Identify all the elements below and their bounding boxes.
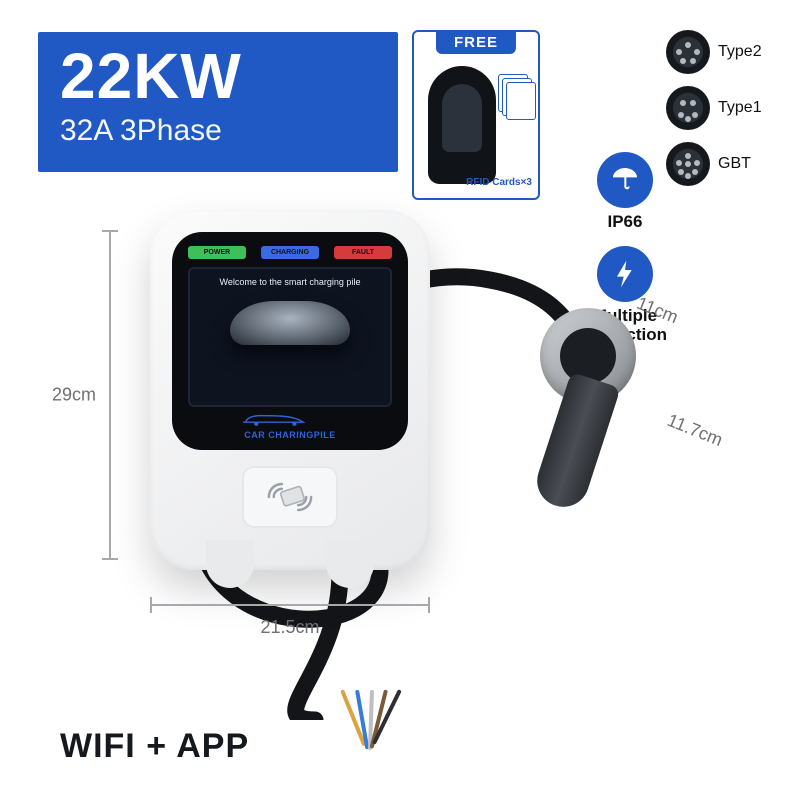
car-silhouette	[230, 301, 350, 345]
ip-rating: IP66	[565, 152, 685, 232]
type1-plug-icon	[666, 86, 710, 130]
led-charging: CHARGING	[261, 246, 319, 259]
umbrella-icon	[597, 152, 653, 208]
ev-charger-unit: POWER CHARGING FAULT Welcome to the smar…	[150, 210, 430, 570]
charger-display: Welcome to the smart charging pile	[188, 267, 392, 407]
welcome-text: Welcome to the smart charging pile	[220, 277, 361, 287]
connector-type2: Type2	[666, 30, 774, 74]
current-phase: 32A 3Phase	[60, 114, 376, 148]
spec-banner: 22KW 32A 3Phase	[38, 32, 398, 172]
dimension-width: 21.5cm	[150, 595, 430, 615]
led-fault: FAULT	[334, 246, 392, 259]
feature-badges: IP66 MultipleProtection	[565, 152, 685, 359]
connectivity-label: WIFI + APP	[60, 727, 249, 766]
free-tab: FREE	[436, 31, 516, 54]
rfid-cards-label: RFID Cards×3	[466, 177, 532, 188]
charger-front-panel: POWER CHARGING FAULT Welcome to the smar…	[172, 232, 408, 450]
type2-plug-icon	[666, 30, 710, 74]
dimension-plug-length: 11.7cm	[664, 410, 725, 451]
power-rating: 22KW	[60, 44, 376, 108]
connector-type1: Type1	[666, 86, 774, 130]
brand-logo: CAR CHARINGPILE	[172, 409, 408, 440]
exposed-wires	[300, 690, 520, 770]
cable-gland-right	[326, 540, 374, 588]
multiple-protection: MultipleProtection	[565, 246, 685, 345]
free-accessories-box: FREE RFID Cards×3	[412, 30, 540, 200]
wall-holder-icon	[428, 66, 496, 184]
cable-gland-left	[206, 540, 254, 588]
led-power: POWER	[188, 246, 246, 259]
rfid-reader-icon	[242, 466, 338, 528]
dimension-height: 29cm	[100, 230, 120, 560]
